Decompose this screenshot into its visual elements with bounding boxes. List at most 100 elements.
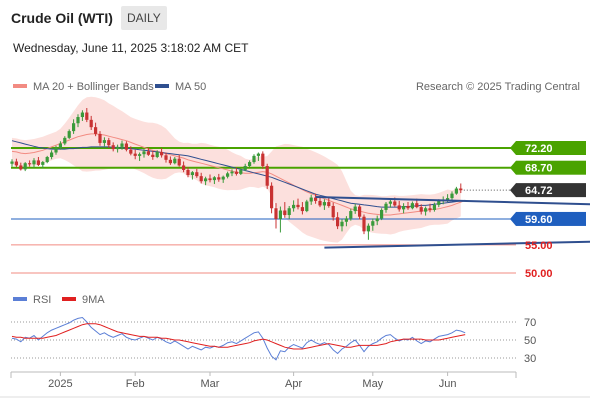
rsi-tick-label: 50 xyxy=(524,335,536,347)
candle-body xyxy=(432,204,436,210)
trendlines xyxy=(315,195,590,249)
x-tick-label: Jun xyxy=(439,378,457,390)
candle-body xyxy=(353,206,357,212)
level-box-64.72 xyxy=(516,183,586,198)
candle-body xyxy=(437,200,441,205)
candle-body xyxy=(393,201,397,206)
candle-body xyxy=(446,198,450,200)
candle-body xyxy=(186,169,190,176)
level-labels: 72.20 68.70 64.72 59.60 55.00 50.00 xyxy=(510,141,586,280)
candle-body xyxy=(146,151,150,155)
candle-body xyxy=(349,211,353,219)
candle-body xyxy=(120,143,124,147)
candle-body xyxy=(292,204,296,209)
level-label-59.60: 59.60 xyxy=(525,214,553,226)
level-label-50.00: 50.00 xyxy=(525,268,553,280)
candle-body xyxy=(419,207,423,212)
level-label-68.70: 68.70 xyxy=(525,163,553,175)
candle-body xyxy=(265,166,269,186)
candle-body xyxy=(371,221,375,226)
candle-body xyxy=(318,200,322,206)
x-tick-label: Apr xyxy=(285,378,302,390)
rsi-ma-line xyxy=(11,323,466,350)
x-tick-label: May xyxy=(362,378,383,390)
candle-body xyxy=(384,203,388,210)
candle-body xyxy=(362,216,366,232)
candle-body xyxy=(226,173,230,177)
candle-body xyxy=(10,161,14,164)
candle-body xyxy=(296,204,300,208)
candle-body xyxy=(256,153,260,156)
x-axis-ticks: 2025 Feb Mar Apr May Jun xyxy=(48,372,456,390)
ma20-line xyxy=(11,133,466,216)
candle-body xyxy=(155,151,159,158)
candle-body xyxy=(309,197,313,202)
candle-body xyxy=(164,155,168,160)
ma20-legend-swatch xyxy=(13,84,27,88)
level-box-59.60 xyxy=(516,211,586,226)
rsi-tick-label: 70 xyxy=(524,317,536,329)
ma20-legend-label: MA 20 + Bollinger Bands xyxy=(33,81,154,93)
candle-body xyxy=(450,193,454,199)
candle-body xyxy=(41,162,45,165)
rsi-panel: 70 50 30 xyxy=(11,316,536,365)
candle-body xyxy=(397,205,401,210)
candlesticks xyxy=(10,108,463,240)
candle-body xyxy=(208,178,212,181)
candle-body xyxy=(19,165,23,170)
level-label-72.20: 72.20 xyxy=(525,143,553,155)
candle-body xyxy=(217,177,221,180)
x-tick-label: Mar xyxy=(201,378,220,390)
candle-body xyxy=(322,202,326,206)
candle-body xyxy=(415,203,419,208)
candle-body xyxy=(380,209,384,219)
timeframe-badge[interactable]: DAILY xyxy=(121,6,167,30)
candle-body xyxy=(89,119,93,128)
candle-body xyxy=(124,143,128,150)
candle-body xyxy=(402,205,406,210)
candle-body xyxy=(375,218,379,222)
moving-averages xyxy=(11,133,466,216)
ma50-legend-label: MA 50 xyxy=(175,81,206,93)
candle-body xyxy=(388,201,392,204)
candle-body xyxy=(305,201,309,212)
candle-body xyxy=(142,151,146,155)
candle-body xyxy=(204,178,208,182)
candle-body xyxy=(239,169,243,174)
candle-body xyxy=(111,145,115,150)
candle-body xyxy=(168,159,172,164)
candle-body xyxy=(190,172,194,176)
candle-body xyxy=(98,133,102,143)
candle-body xyxy=(270,185,274,209)
candle-body xyxy=(199,176,203,182)
candle-body xyxy=(331,205,335,218)
rsi-ma-legend-swatch xyxy=(62,297,76,301)
candle-body xyxy=(366,225,370,232)
candle-body xyxy=(76,117,80,124)
legend: MA 20 + Bollinger Bands MA 50 Research ©… xyxy=(13,81,580,93)
candle-body xyxy=(428,208,432,210)
candle-body xyxy=(63,137,67,144)
candle-body xyxy=(23,163,27,170)
candle-body xyxy=(252,155,256,163)
report-datetime: Wednesday, June 11, 2025 3:18:02 AM CET xyxy=(13,41,249,55)
candle-body xyxy=(454,188,458,194)
x-tick-label: Feb xyxy=(126,378,145,390)
candle-body xyxy=(173,158,177,164)
rsi-legend-swatch xyxy=(13,297,27,301)
candle-body xyxy=(85,112,89,120)
candle-body xyxy=(107,140,111,146)
rsi-line xyxy=(11,316,466,361)
candle-body xyxy=(58,143,62,148)
credit-label: Research © 2025 Trading Central xyxy=(416,81,580,93)
lower-trendline xyxy=(324,240,590,249)
candle-body xyxy=(230,171,234,174)
candle-body xyxy=(283,210,287,216)
candle-body xyxy=(234,171,238,174)
candle-body xyxy=(314,197,318,201)
candle-body xyxy=(212,177,216,181)
candle-body xyxy=(45,157,49,163)
candle-body xyxy=(67,131,71,138)
candle-body xyxy=(221,176,225,180)
